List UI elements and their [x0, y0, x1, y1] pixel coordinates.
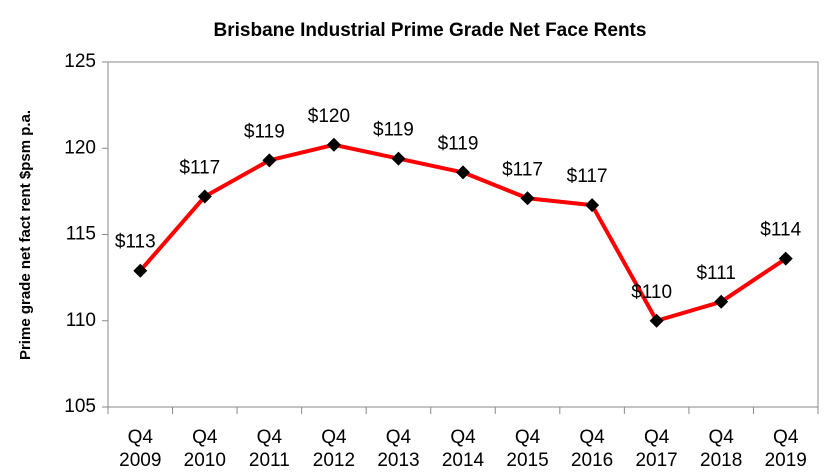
x-tick-label: Q4: [386, 427, 412, 448]
marker: [197, 189, 212, 204]
data-label: $120: [308, 106, 350, 127]
marker: [133, 263, 148, 278]
marker: [778, 251, 793, 266]
x-tick-label: Q4: [515, 427, 541, 448]
x-tick-label: Q4: [579, 427, 605, 448]
x-tick-label: Q4: [257, 427, 283, 448]
x-tick-label: Q4: [321, 427, 347, 448]
data-label: $110: [631, 282, 672, 303]
x-tick-label: 2013: [377, 450, 419, 471]
data-label: $117: [567, 166, 608, 187]
x-tick-label: 2015: [506, 450, 548, 471]
x-tick-label: 2011: [249, 450, 290, 471]
y-tick-label: 110: [66, 310, 96, 331]
x-tick-label: 2009: [119, 450, 161, 471]
x-tick-label: Q4: [709, 427, 735, 448]
marker: [456, 165, 470, 180]
x-tick-label: 2016: [571, 450, 613, 471]
marker: [326, 137, 341, 152]
x-tick-label: Q4: [644, 427, 670, 448]
x-tick-label: 2019: [765, 450, 807, 471]
y-tick-label: 120: [64, 137, 96, 158]
marker: [649, 313, 664, 328]
x-tick-label: Q4: [192, 427, 218, 448]
data-label: $114: [760, 220, 801, 241]
data-label: $117: [179, 158, 220, 179]
x-tick-label: Q4: [128, 427, 154, 448]
marker: [520, 191, 535, 206]
x-tick-label: Q4: [450, 427, 476, 448]
data-label: $111: [696, 263, 735, 284]
x-tick-label: 2010: [184, 450, 226, 471]
plot-frame: [107, 61, 819, 408]
marker: [391, 151, 406, 166]
y-tick-label: 105: [64, 396, 96, 417]
marker: [262, 153, 277, 168]
chart-title: Brisbane Industrial Prime Grade Net Face…: [214, 20, 647, 41]
y-tick-label: 115: [66, 224, 96, 245]
x-tick-label: 2018: [700, 450, 742, 471]
data-label: $117: [502, 159, 543, 180]
data-label: $119: [438, 133, 479, 154]
data-label: $119: [244, 121, 285, 142]
marker: [714, 294, 729, 309]
data-label: $119: [373, 120, 414, 141]
x-tick-label: 2017: [635, 450, 677, 471]
y-axis-label: Prime grade net fact rent $psm p.a.: [17, 110, 34, 360]
data-label: $113: [115, 232, 156, 253]
x-tick-label: 2012: [313, 450, 355, 471]
marker: [585, 198, 600, 213]
x-tick-label: Q4: [773, 427, 799, 448]
x-tick-label: 2014: [442, 450, 485, 471]
y-tick-label: 125: [64, 51, 96, 72]
